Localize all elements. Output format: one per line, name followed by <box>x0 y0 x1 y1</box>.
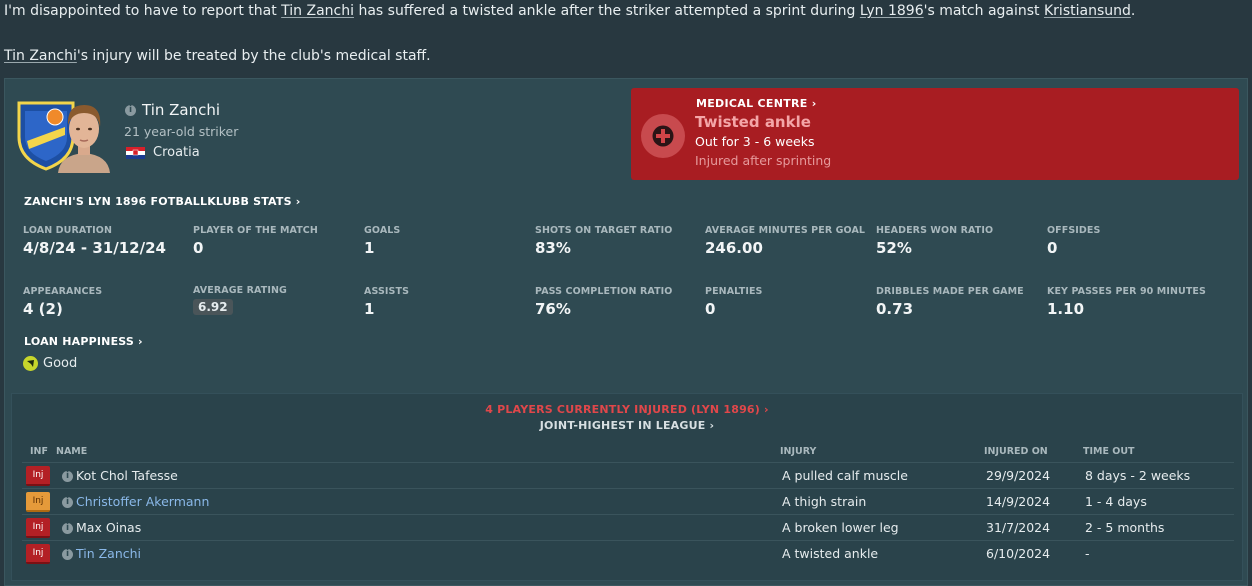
nation-name[interactable]: Croatia <box>153 145 200 160</box>
news-line-2: Tin Zanchi's injury will be treated by t… <box>4 48 431 64</box>
injury-date: 14/9/2024 <box>986 494 1051 509</box>
table-row[interactable]: Inj i Kot Chol Tafesse A pulled calf mus… <box>22 462 1234 488</box>
medical-centre-link[interactable]: MEDICAL CENTRE › <box>696 97 817 110</box>
injury-name: Twisted ankle <box>695 113 811 131</box>
stats-section-link[interactable]: ZANCHI'S LYN 1896 FOTBALLKLUBB STATS › <box>24 195 301 208</box>
col-injured-on[interactable]: INJURED ON <box>984 446 1048 457</box>
injured-player-name[interactable]: Christoffer Akermann <box>76 494 210 509</box>
injury-type: A pulled calf muscle <box>782 468 908 483</box>
injury-tag: Inj <box>26 518 50 538</box>
stat-appearances: APPEARANCES 4 (2) <box>23 286 103 318</box>
injured-player-name[interactable]: Max Oinas <box>76 520 142 535</box>
injured-count-link[interactable]: 4 PLAYERS CURRENTLY INJURED (LYN 1896) › <box>485 403 769 416</box>
medical-cross-icon <box>641 114 685 158</box>
player-link[interactable]: Tin Zanchi <box>4 48 77 64</box>
injured-player-name[interactable]: Tin Zanchi <box>76 546 142 561</box>
col-injury[interactable]: INJURY <box>780 446 817 457</box>
injury-type: A twisted ankle <box>782 546 879 561</box>
stat-dribbles: DRIBBLES MADE PER GAME 0.73 <box>876 286 1024 318</box>
table-row[interactable]: Inj i Max Oinas A broken lower leg 31/7/… <box>22 514 1234 540</box>
time-out: - <box>1085 546 1090 561</box>
injury-date: 29/9/2024 <box>986 468 1051 483</box>
injury-note: Injured after sprinting <box>695 153 832 168</box>
injury-date: 31/7/2024 <box>986 520 1051 535</box>
col-name[interactable]: NAME <box>56 446 88 457</box>
stat-assists: ASSISTS 1 <box>364 286 410 318</box>
injured-player-name[interactable]: Kot Chol Tafesse <box>76 468 178 483</box>
happiness-arrow-icon <box>23 356 38 371</box>
club-badge-icon[interactable] <box>15 97 77 171</box>
rating-badge: 6.92 <box>193 299 233 315</box>
happiness-text: Good <box>43 356 78 371</box>
col-time-out[interactable]: TIME OUT <box>1083 446 1135 457</box>
stat-avg-minutes-per-goal: AVERAGE MINUTES PER GOAL 246.00 <box>705 225 866 257</box>
news-text: 's injury will be treated by the club's … <box>76 48 431 64</box>
stat-goals: GOALS 1 <box>364 225 401 257</box>
info-icon[interactable]: i <box>62 497 73 508</box>
stat-shots-on-target: SHOTS ON TARGET RATIO 83% <box>535 225 673 257</box>
stat-pass-completion: PASS COMPLETION RATIO 76% <box>535 286 673 318</box>
time-out: 8 days - 2 weeks <box>1085 468 1191 483</box>
time-out: 2 - 5 months <box>1085 520 1165 535</box>
news-text: I'm disappointed to have to report that <box>4 3 282 19</box>
stat-headers-won: HEADERS WON RATIO 52% <box>876 225 994 257</box>
news-text: has suffered a twisted ankle after the s… <box>354 3 860 19</box>
injury-type: A thigh strain <box>782 494 867 509</box>
medical-centre-card[interactable]: MEDICAL CENTRE › Twisted ankle Out for 3… <box>631 88 1239 180</box>
stat-offsides: OFFSIDES 0 <box>1047 225 1101 257</box>
opponent-link[interactable]: Kristiansund <box>1044 3 1131 19</box>
injury-tag: Inj <box>26 466 50 486</box>
info-icon[interactable]: i <box>62 523 73 534</box>
player-nation: Croatia <box>126 145 200 160</box>
croatia-flag-icon <box>126 146 145 159</box>
info-icon[interactable]: i <box>62 471 73 482</box>
table-row[interactable]: Inj i Tin Zanchi A twisted ankle 6/10/20… <box>22 540 1234 566</box>
table-row[interactable]: Inj i Christoffer Akermann A thigh strai… <box>22 488 1234 514</box>
stat-loan-duration: LOAN DURATION 4/8/24 - 31/12/24 <box>23 225 166 257</box>
injury-tag: Inj <box>26 544 50 564</box>
time-out: 1 - 4 days <box>1085 494 1147 509</box>
stat-penalties: PENALTIES 0 <box>705 286 763 318</box>
club-link[interactable]: Lyn 1896 <box>859 3 924 19</box>
player-panel: i Tin Zanchi 21 year-old striker Croatia… <box>4 78 1248 586</box>
loan-happiness-link[interactable]: LOAN HAPPINESS › <box>24 335 143 348</box>
player-age-position: 21 year-old striker <box>124 124 239 139</box>
injury-duration: Out for 3 - 6 weeks <box>695 134 815 149</box>
col-inf[interactable]: INF <box>30 446 48 457</box>
injury-tag: Inj <box>26 492 50 512</box>
loan-happiness-value: Good <box>23 356 77 371</box>
player-name[interactable]: Tin Zanchi <box>142 101 221 119</box>
news-text: 's match against <box>923 3 1044 19</box>
stat-average-rating: AVERAGE RATING 6.92 <box>193 285 287 315</box>
stat-player-of-the-match: PLAYER OF THE MATCH 0 <box>193 225 318 257</box>
info-icon[interactable]: i <box>125 104 136 116</box>
player-name-row: i Tin Zanchi <box>125 101 220 119</box>
stat-key-passes: KEY PASSES PER 90 MINUTES 1.10 <box>1047 286 1206 318</box>
player-portrait[interactable] <box>52 97 116 173</box>
news-text: . <box>1130 3 1136 19</box>
news-line-1: I'm disappointed to have to report that … <box>4 3 1135 19</box>
league-rank-link[interactable]: JOINT-HIGHEST IN LEAGUE › <box>539 419 715 432</box>
player-link[interactable]: Tin Zanchi <box>281 3 354 19</box>
injuries-box: 4 PLAYERS CURRENTLY INJURED (LYN 1896) ›… <box>11 393 1243 581</box>
injury-date: 6/10/2024 <box>986 546 1051 561</box>
info-icon[interactable]: i <box>62 549 73 560</box>
injury-type: A broken lower leg <box>782 520 899 535</box>
